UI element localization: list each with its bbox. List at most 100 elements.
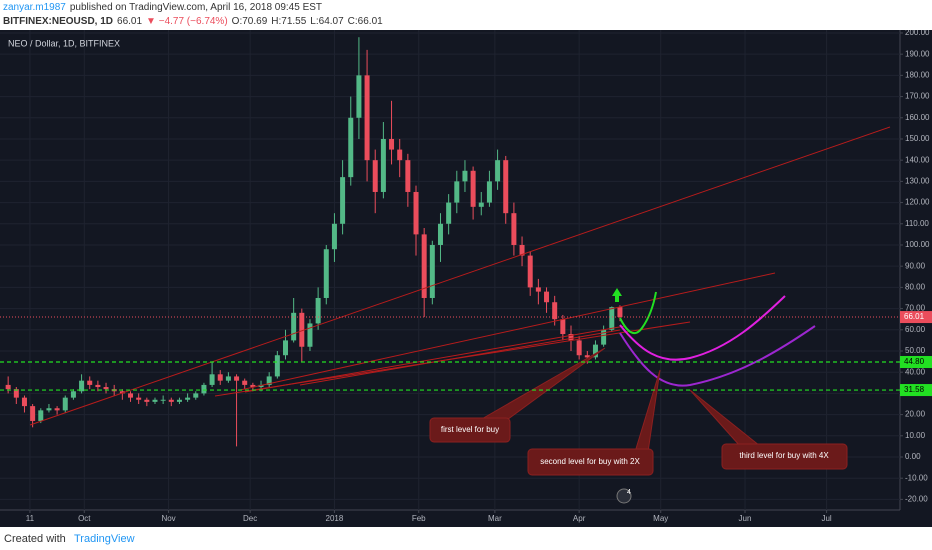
candle-body (62, 397, 68, 411)
candle-body (609, 307, 615, 330)
author[interactable]: zanyar.m1987 (3, 2, 66, 13)
candle-body (136, 397, 142, 400)
change: ▼ −4.77 (−6.74%) (146, 16, 228, 27)
callout-box (429, 417, 511, 443)
y-tick-label: 40.00 (905, 367, 926, 376)
candle-body (348, 117, 354, 178)
price-box (900, 311, 932, 324)
purple-curve (619, 325, 816, 387)
candle-body (119, 391, 125, 394)
symbol: BITFINEX:NEOUSD, 1D (3, 16, 114, 27)
candle-body (478, 202, 484, 207)
candle-body (331, 223, 337, 250)
level-price-box (900, 356, 932, 369)
y-tick-label: 20.00 (905, 410, 926, 419)
published: published on TradingView.com, April 16, … (69, 2, 323, 13)
candle-body (168, 399, 174, 402)
candle-body (38, 410, 44, 421)
y-tick-label: 100.00 (905, 240, 930, 249)
candle-body (307, 323, 313, 347)
x-tick-label: Apr (573, 514, 586, 523)
candle-body (30, 406, 36, 421)
level-price-box (900, 384, 932, 397)
candle-body (291, 312, 297, 341)
x-tick-label: Dec (243, 514, 257, 523)
candle-body (217, 374, 223, 381)
grid (0, 30, 900, 510)
candle-body (535, 287, 541, 292)
open: O:70.69 (231, 16, 268, 27)
y-tick-label: 150.00 (905, 134, 930, 143)
candle-body (225, 376, 231, 381)
y-tick-label: -10.00 (905, 473, 928, 482)
header: zanyar.m1987 published on TradingView.com… (0, 0, 932, 30)
level-price-label: 31.58 (904, 385, 925, 394)
trend-line (29, 126, 891, 426)
footer: Created with TradingView (0, 527, 932, 550)
candle-body (152, 399, 158, 402)
x-tick-label: 2018 (326, 514, 344, 523)
candle-body (503, 160, 509, 214)
level-price-label: 44.80 (904, 357, 925, 366)
candle-body (234, 376, 240, 381)
candle-body (193, 393, 199, 398)
candle-body (87, 380, 93, 385)
y-tick-label: 70.00 (905, 304, 926, 313)
candle-body (519, 244, 525, 256)
candle-body (380, 138, 386, 192)
y-tick-label: 140.00 (905, 155, 930, 164)
y-tick-label: 200.00 (905, 30, 930, 37)
x-tick-label: Mar (488, 514, 502, 523)
trend-line (299, 329, 621, 386)
candle-body (185, 397, 191, 400)
y-tick-label: 190.00 (905, 49, 930, 58)
candle-body (405, 160, 411, 192)
y-tick-label: 170.00 (905, 92, 930, 101)
brand[interactable]: TradingView (74, 533, 135, 545)
y-tick-label: 90.00 (905, 261, 926, 270)
candle-body (429, 244, 435, 298)
candle-body (144, 399, 150, 402)
candle-body (282, 340, 288, 356)
y-tick-label: 120.00 (905, 198, 930, 207)
candle-body (79, 380, 85, 392)
price-label: 66.01 (904, 312, 925, 321)
candle-body (323, 249, 329, 298)
candle-body (209, 374, 215, 385)
created-with: Created with (4, 533, 66, 545)
y-tick-label: 110.00 (905, 219, 929, 228)
candle-body (617, 307, 623, 318)
candle-body (274, 355, 280, 377)
candle-body (356, 75, 362, 118)
chart-title: NEO / Dollar, 1D, BITFINEX (8, 38, 120, 48)
x-tick-label: Oct (78, 514, 91, 523)
y-tick-label: 50.00 (905, 346, 926, 355)
candle-body (176, 399, 182, 402)
last-price: 66.01 (117, 16, 143, 27)
candle-body (372, 160, 378, 192)
x-tick-label: May (653, 514, 668, 523)
candle-body (454, 181, 460, 203)
candle-body (340, 177, 346, 224)
candle-body (201, 384, 207, 394)
badge-count: 4 (627, 489, 631, 496)
candle-body (250, 384, 256, 388)
candle-body (54, 408, 60, 411)
close: C:66.01 (347, 16, 383, 27)
annotation: third level for buy with 4X (739, 451, 829, 460)
y-tick-label: -20.00 (905, 495, 928, 504)
callout-box (721, 443, 848, 470)
symbol-line: BITFINEX:NEOUSD, 1D 66.01 ▼ −4.77 (−6.74%)… (3, 16, 387, 27)
candle-body (527, 255, 533, 288)
badge[interactable] (616, 488, 632, 504)
candle-body (315, 297, 321, 324)
candle-body (103, 387, 109, 390)
y-tick-label: 10.00 (905, 431, 926, 440)
candle-body (13, 389, 19, 398)
candle-body (437, 223, 443, 245)
candle-body (46, 408, 52, 411)
candle-body (397, 149, 403, 161)
drawings (29, 126, 891, 476)
candle-body (5, 384, 11, 390)
y-tick-label: 80.00 (905, 282, 926, 291)
